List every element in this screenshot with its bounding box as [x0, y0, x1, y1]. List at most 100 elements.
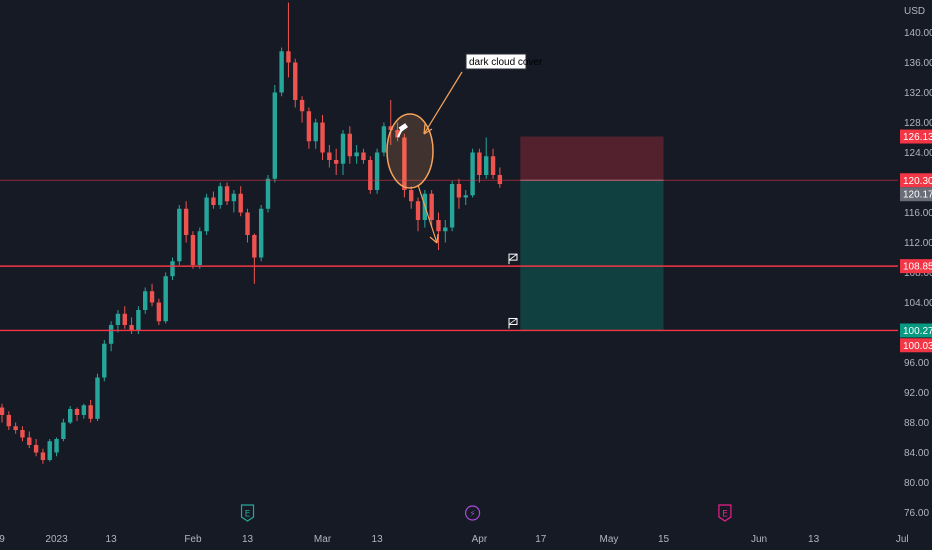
candle[interactable]	[231, 190, 237, 213]
price-tag-bg	[900, 259, 932, 274]
candle[interactable]	[95, 373, 100, 421]
candle-body	[361, 152, 366, 160]
candle[interactable]	[245, 208, 250, 243]
candle[interactable]	[429, 190, 434, 228]
candle[interactable]	[13, 422, 18, 434]
candle[interactable]	[436, 212, 441, 251]
candle[interactable]	[320, 115, 325, 160]
candle[interactable]	[47, 439, 52, 462]
candle-body	[13, 426, 18, 430]
candle[interactable]	[149, 283, 155, 307]
price-tag[interactable]: 120.17	[900, 187, 932, 202]
price-tag[interactable]: 126.13	[900, 129, 932, 144]
candle[interactable]	[327, 145, 332, 168]
candle[interactable]	[490, 148, 496, 179]
candle[interactable]	[6, 411, 12, 430]
price-tag-text: 126.13	[903, 132, 932, 143]
price-tag[interactable]: 120.30	[900, 173, 932, 188]
candle[interactable]	[374, 148, 380, 194]
candle[interactable]	[272, 85, 277, 183]
candle[interactable]	[286, 2, 291, 78]
candle[interactable]	[122, 306, 127, 329]
candle[interactable]	[190, 231, 196, 269]
candle[interactable]	[477, 148, 482, 183]
candle[interactable]	[183, 201, 189, 243]
candle[interactable]	[252, 233, 257, 284]
candle-body	[81, 405, 87, 415]
candle[interactable]	[361, 148, 366, 164]
candle-body	[463, 195, 468, 198]
candle[interactable]	[258, 205, 264, 262]
candle[interactable]	[115, 310, 121, 333]
candle[interactable]	[68, 406, 73, 424]
candle[interactable]	[306, 107, 312, 149]
price-tag[interactable]: 100.27	[900, 323, 932, 338]
price-tag[interactable]: 100.03	[900, 338, 932, 353]
candle[interactable]	[333, 148, 339, 175]
pattern-highlight-ellipse[interactable]	[386, 113, 434, 189]
candle[interactable]	[170, 257, 175, 281]
candle[interactable]	[0, 403, 5, 423]
candle[interactable]	[354, 145, 359, 164]
candle[interactable]	[497, 167, 503, 188]
price-tag[interactable]: 108.85	[900, 259, 932, 274]
candle[interactable]	[395, 122, 400, 142]
candle[interactable]	[129, 317, 134, 335]
candle[interactable]	[40, 448, 46, 464]
earnings-marker[interactable]: E	[240, 504, 255, 522]
candle[interactable]	[279, 47, 284, 97]
candle[interactable]	[61, 418, 66, 442]
candle[interactable]	[27, 431, 32, 449]
candle[interactable]	[415, 197, 421, 232]
candle[interactable]	[484, 137, 489, 179]
candle[interactable]	[54, 437, 59, 457]
candle[interactable]	[347, 126, 353, 164]
candle-body	[20, 430, 25, 438]
split-marker[interactable]: ⚡	[464, 505, 481, 521]
candle[interactable]	[293, 58, 298, 108]
earnings-marker[interactable]: E	[718, 504, 732, 522]
candle[interactable]	[156, 298, 162, 325]
candle[interactable]	[463, 190, 468, 205]
candle[interactable]	[33, 439, 39, 457]
candle[interactable]	[218, 182, 223, 209]
candle-body	[170, 261, 175, 277]
candle[interactable]	[368, 156, 373, 194]
candle[interactable]	[340, 130, 346, 175]
candle[interactable]	[388, 100, 393, 145]
candle[interactable]	[265, 175, 271, 213]
x-tick-label: May	[600, 534, 619, 545]
candle[interactable]	[456, 178, 462, 209]
candle[interactable]	[197, 227, 202, 269]
candle[interactable]	[143, 287, 148, 314]
stop-loss-zone[interactable]	[520, 136, 664, 181]
y-tick-label: 92.00	[904, 388, 929, 399]
candle[interactable]	[108, 321, 114, 352]
candle[interactable]	[299, 96, 305, 123]
candle-body	[477, 152, 482, 175]
candle[interactable]	[88, 400, 93, 423]
candle-body	[245, 212, 250, 235]
candle[interactable]	[443, 220, 448, 243]
marker-label: ⚡	[469, 510, 475, 520]
take-profit-zone[interactable]	[520, 180, 664, 331]
candle[interactable]	[224, 182, 230, 206]
candle[interactable]	[81, 403, 87, 419]
candle[interactable]	[449, 181, 455, 232]
candle-body	[122, 313, 127, 325]
candle[interactable]	[20, 426, 25, 442]
candle[interactable]	[74, 407, 80, 422]
price-tag-bg	[900, 187, 932, 202]
candle[interactable]	[163, 272, 168, 324]
candle[interactable]	[136, 306, 141, 334]
candle[interactable]	[177, 205, 182, 265]
candle[interactable]	[102, 340, 107, 382]
candle[interactable]	[204, 193, 209, 235]
candle[interactable]	[313, 118, 318, 149]
candle[interactable]	[211, 191, 216, 209]
candle[interactable]	[381, 122, 387, 157]
candle[interactable]	[409, 186, 414, 209]
candle[interactable]	[470, 148, 475, 198]
candle[interactable]	[238, 186, 243, 217]
